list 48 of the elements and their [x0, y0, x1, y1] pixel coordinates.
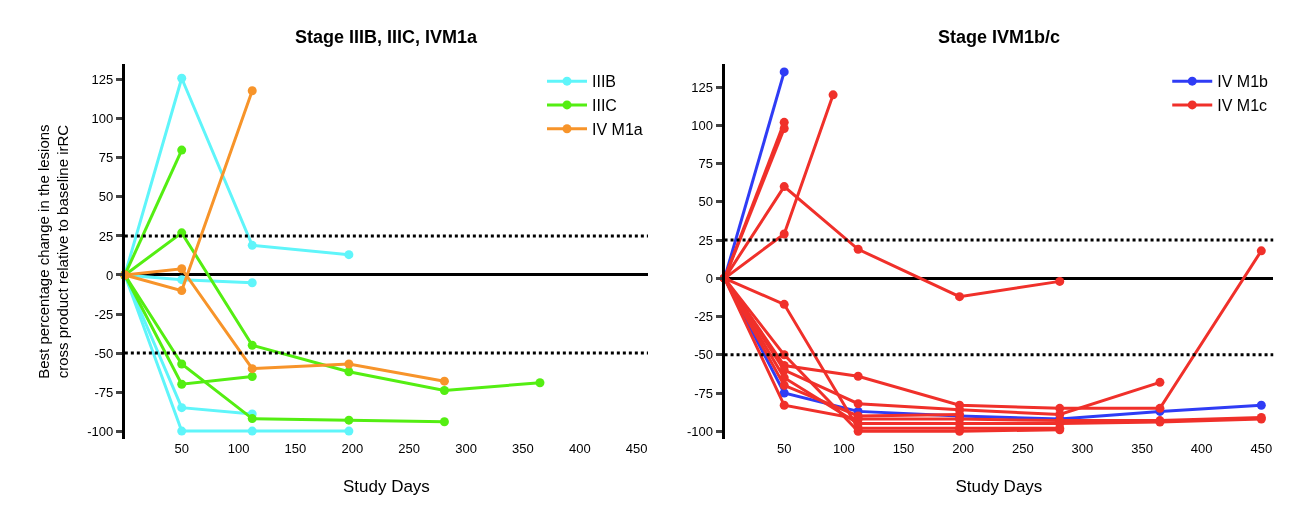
x-tick-label: 200 — [952, 440, 974, 456]
legend-label: IV M1b — [1217, 73, 1269, 91]
x-tick-label: 250 — [1011, 440, 1034, 456]
y-tick-label: 125 — [91, 72, 114, 88]
x-tick-label: 450 — [625, 440, 648, 456]
x-tick-label: 350 — [1131, 440, 1153, 456]
y-tick-label: -100 — [686, 423, 713, 439]
y-tick-label: 100 — [691, 117, 713, 133]
y-tick-label: 25 — [698, 232, 713, 248]
x-axis-title: Study Days — [342, 477, 430, 497]
chart-title: Stage IIIB, IIIC, IVM1a — [295, 27, 479, 47]
y-axis-title: Best percentage change in the lesions cross product relative to baseline irRC — [34, 124, 72, 379]
x-tick-label: 50 — [174, 440, 189, 456]
y-tick-label: -100 — [87, 423, 114, 439]
y-tick-label: -75 — [694, 385, 713, 401]
x-tick-label: 400 — [568, 440, 591, 456]
x-tick-label: 350 — [512, 440, 534, 456]
y-tick-label: 75 — [98, 150, 114, 166]
legend-label: IIIB — [592, 73, 617, 91]
legend-label: IV M1c — [1217, 97, 1268, 115]
y-tick-label: 0 — [705, 270, 713, 286]
y-tick-label: -75 — [94, 384, 114, 400]
y-tick-label: -50 — [94, 345, 114, 361]
legend-label: IIIC — [592, 97, 617, 115]
x-tick-label: 100 — [832, 440, 855, 456]
y-tick-label: 50 — [98, 189, 114, 205]
y-tick-label: 100 — [91, 111, 114, 127]
x-tick-label: 200 — [341, 440, 364, 456]
x-tick-label: 100 — [227, 440, 250, 456]
y-tick-label: 25 — [98, 228, 114, 244]
y-tick-label: -25 — [94, 306, 114, 322]
x-tick-label: 450 — [1250, 440, 1273, 456]
x-tick-label: 300 — [455, 440, 477, 456]
x-tick-label: 150 — [284, 440, 307, 456]
chart-title: Stage IVM1b/c — [938, 27, 1061, 47]
y-tick-label: 50 — [698, 194, 713, 210]
x-axis-title: Study Days — [955, 477, 1043, 497]
x-tick-label: 50 — [776, 440, 792, 456]
x-tick-label: 250 — [398, 440, 421, 456]
y-tick-label: -25 — [694, 309, 713, 325]
x-tick-label: 300 — [1071, 440, 1094, 456]
y-tick-label: -50 — [694, 347, 713, 363]
y-tick-label: 125 — [691, 79, 713, 95]
y-tick-label: 75 — [698, 156, 713, 172]
legend-label: IV M1a — [592, 120, 643, 138]
y-tick-label: 0 — [106, 267, 114, 283]
x-tick-label: 150 — [892, 440, 915, 456]
x-tick-label: 400 — [1190, 440, 1213, 456]
